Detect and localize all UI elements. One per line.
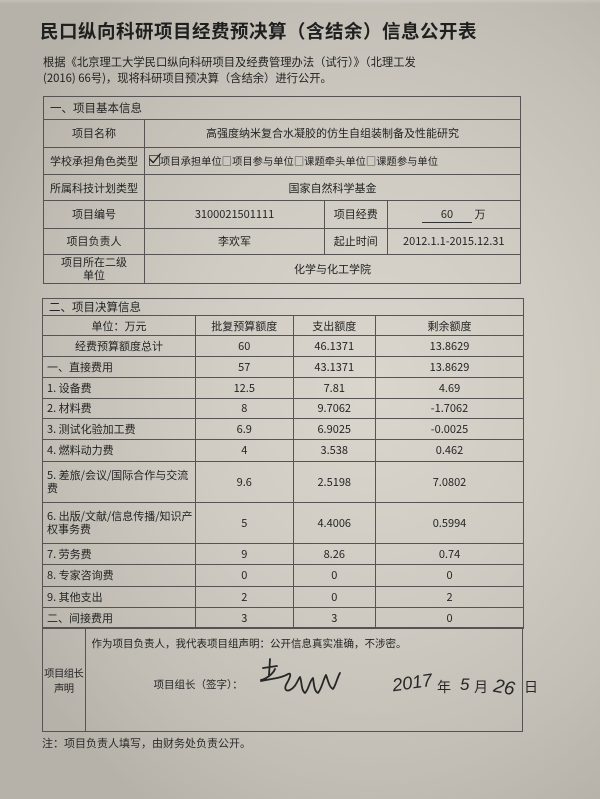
svg-text:5: 5 [460,675,470,694]
svg-text:2017: 2017 [392,670,434,696]
svg-text:月: 月 [474,677,488,697]
svg-text:年: 年 [437,677,451,697]
svg-text:日: 日 [524,677,538,697]
svg-text:26: 26 [490,676,516,699]
